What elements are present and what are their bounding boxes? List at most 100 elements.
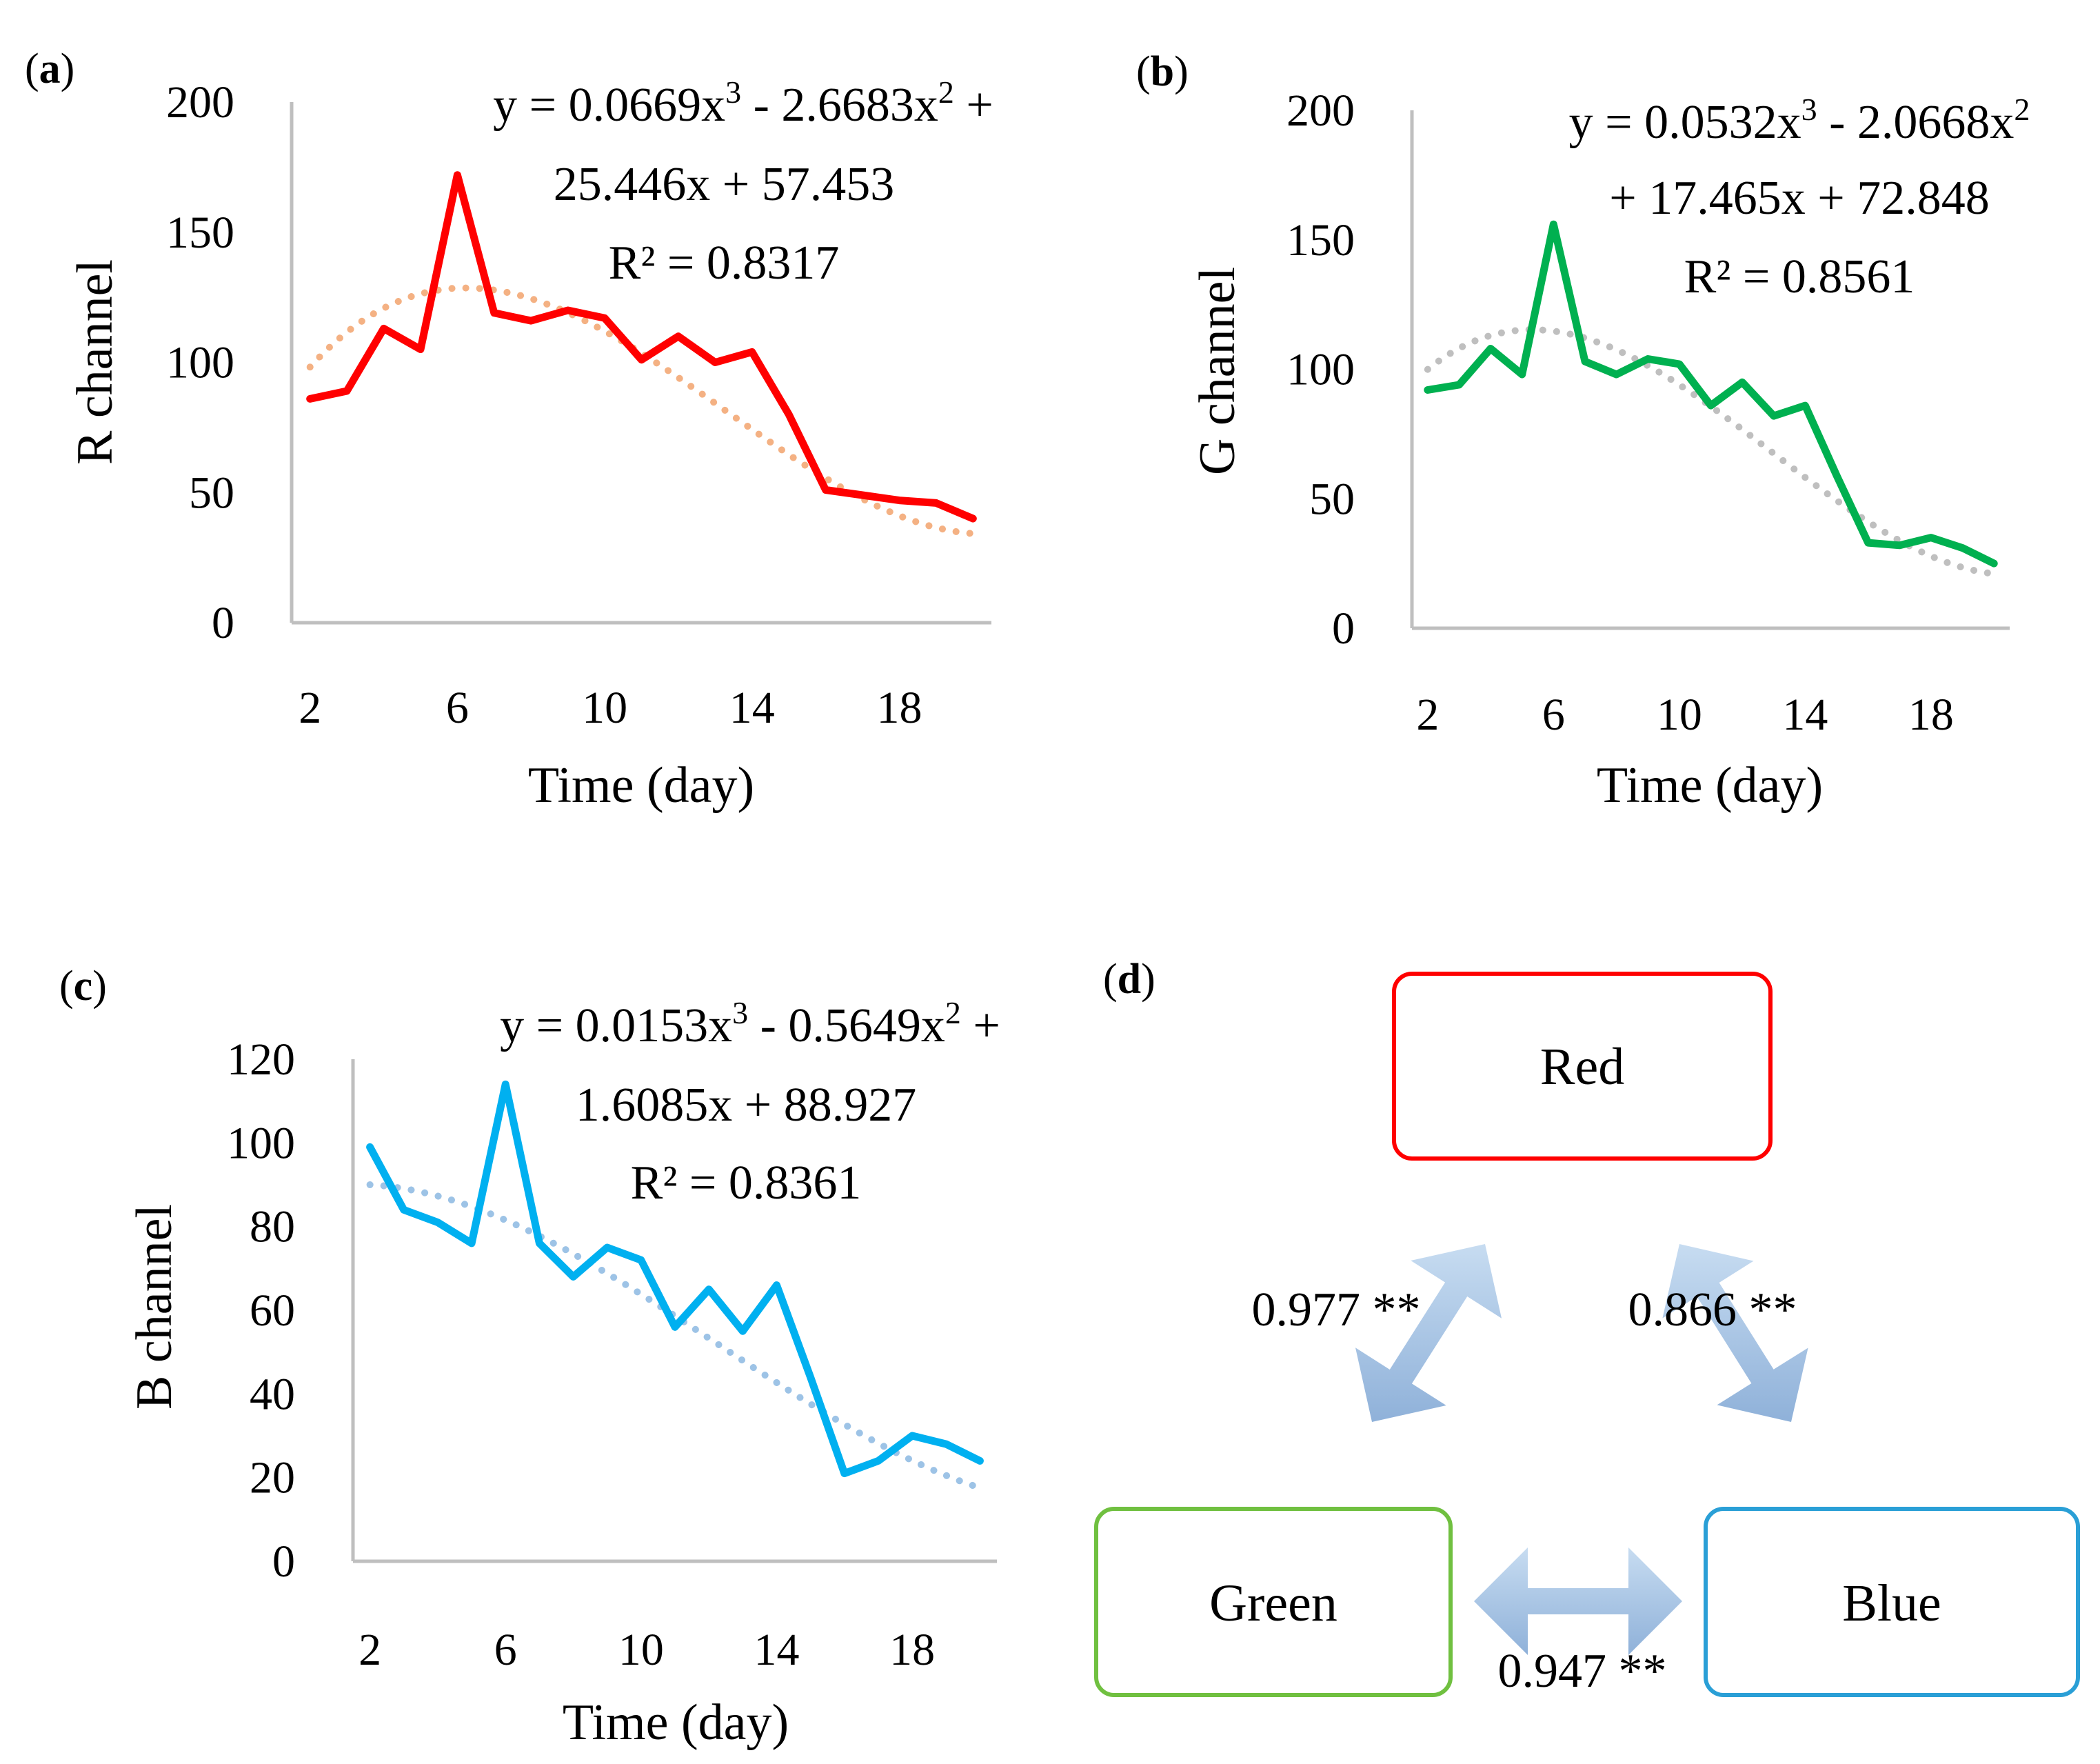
y-tick-c-0: 0 — [272, 1536, 295, 1587]
data-point-c-day-14 — [772, 1281, 780, 1290]
data-point-b-day-7 — [1581, 357, 1589, 365]
chart-panel-a: (a) 0 50 100 150 200 2 6 10 14 18 Time (day) R c… — [25, 46, 993, 814]
data-point-a-day-9 — [564, 306, 572, 314]
arrow-red-blue — [1662, 1244, 1808, 1422]
panel-label-a: (a) — [25, 46, 74, 92]
data-point-a-day-11 — [638, 356, 646, 364]
x-tick-b-2: 2 — [1416, 690, 1439, 740]
x-tick-c-6: 6 — [494, 1625, 517, 1675]
data-point-a-day-19 — [932, 499, 940, 507]
data-point-b-day-3 — [1455, 381, 1463, 389]
y-tick-c-80: 80 — [250, 1202, 295, 1252]
series-line-g-channel — [1424, 220, 1998, 568]
arrow-red-blue-shape — [1662, 1244, 1808, 1422]
data-point-a-day-13 — [711, 359, 719, 367]
data-point-b-day-18 — [1927, 534, 1935, 542]
data-point-c-day-3 — [400, 1205, 408, 1214]
x-tick-c-18: 18 — [889, 1625, 935, 1675]
panel-label-c-text: c — [74, 963, 93, 1010]
data-points-a — [306, 171, 978, 523]
x-tick-labels-c: 2 6 10 14 18 — [359, 1625, 935, 1675]
arrow-red-green-shape — [1355, 1244, 1502, 1422]
arrow-green-blue — [1474, 1547, 1682, 1655]
corr-value-red-blue: 0.866 ** — [1628, 1283, 1797, 1336]
x-tick-labels-b: 2 6 10 14 18 — [1416, 690, 1954, 740]
red-node-label: Red — [1540, 1038, 1624, 1096]
data-point-b-day-14 — [1801, 401, 1809, 410]
data-point-b-day-10 — [1675, 360, 1684, 368]
blue-node-label: Blue — [1842, 1574, 1941, 1632]
data-point-b-day-17 — [1895, 541, 1904, 550]
data-point-c-day-18 — [908, 1432, 916, 1440]
data-point-c-day-2 — [366, 1143, 374, 1151]
x-tick-a-2: 2 — [299, 683, 321, 733]
x-tick-b-14: 14 — [1782, 690, 1828, 740]
trendline-c — [366, 1181, 984, 1492]
data-point-c-day-7 — [535, 1239, 543, 1247]
x-tick-c-2: 2 — [359, 1625, 381, 1675]
panel-label-d: (d) — [1103, 956, 1155, 1003]
data-point-c-day-4 — [434, 1219, 442, 1227]
equation-line-2-b: + 17.465x + 72.848 — [1609, 172, 1989, 225]
data-point-a-day-18 — [895, 497, 903, 505]
data-point-b-day-19 — [1959, 544, 1967, 552]
data-point-b-day-4 — [1486, 344, 1495, 352]
panel-label-c: (c) — [59, 963, 107, 1010]
x-tick-b-10: 10 — [1657, 690, 1702, 740]
data-point-a-day-10 — [600, 314, 609, 322]
data-point-b-day-8 — [1613, 370, 1621, 379]
data-point-a-day-2 — [306, 394, 314, 403]
green-node-box — [1094, 1507, 1453, 1697]
x-tick-a-14: 14 — [729, 683, 775, 733]
blue-node-box — [1704, 1507, 2080, 1697]
x-tick-b-6: 6 — [1542, 690, 1565, 740]
y-tick-b-0: 0 — [1332, 603, 1355, 654]
data-point-a-day-12 — [674, 332, 683, 341]
equation-line-2-c: 1.6085x + 88.927 — [576, 1079, 916, 1132]
y-axis-title-c: B channel — [126, 1204, 183, 1410]
y-tick-labels-a: 0 50 100 150 200 — [166, 77, 234, 648]
equation-line-2-a: 25.446x + 57.453 — [554, 158, 894, 211]
equation-line-3-a: R² = 0.8317 — [609, 237, 840, 290]
correlation-panel-d: (d) Red Green Blue 0.977 ** 0.866 ** 0.9… — [1094, 956, 2080, 1698]
corr-value-green-blue: 0.947 ** — [1498, 1645, 1667, 1698]
y-tick-a-50: 50 — [189, 468, 234, 518]
data-point-c-day-8 — [569, 1272, 578, 1281]
arrow-green-blue-shape — [1474, 1547, 1682, 1655]
x-axis-title-b: Time (day) — [1597, 757, 1823, 814]
data-point-b-day-13 — [1770, 412, 1778, 420]
x-tick-c-14: 14 — [754, 1625, 799, 1675]
equation-line-1-c: y = 0.0153x3 - 0.5649x2 + — [500, 995, 1000, 1052]
panel-label-b: (b) — [1136, 48, 1189, 95]
y-tick-b-200: 200 — [1286, 86, 1355, 136]
x-axis-title-c: Time (day) — [563, 1694, 789, 1751]
x-tick-a-6: 6 — [446, 683, 469, 733]
data-point-b-day-9 — [1644, 354, 1652, 363]
y-tick-c-60: 60 — [250, 1285, 295, 1336]
data-point-b-day-5 — [1518, 370, 1526, 379]
equation-line-3-c: R² = 0.8361 — [631, 1156, 862, 1210]
data-point-b-day-16 — [1864, 539, 1872, 547]
data-point-c-day-6 — [501, 1080, 509, 1088]
y-tick-b-150: 150 — [1286, 215, 1355, 265]
data-point-c-day-15 — [807, 1373, 815, 1381]
data-point-c-day-19 — [942, 1440, 950, 1448]
series-line-b-channel — [366, 1080, 984, 1478]
data-point-a-day-8 — [527, 317, 535, 325]
x-tick-a-10: 10 — [582, 683, 627, 733]
data-point-c-day-5 — [467, 1239, 476, 1247]
y-tick-a-0: 0 — [212, 598, 234, 648]
series-line-r-channel — [306, 171, 977, 523]
data-point-b-day-6 — [1549, 220, 1557, 228]
panel-label-d-text: d — [1118, 956, 1141, 1003]
chart-panel-b: (b) 0 50 100 150 200 2 6 10 14 18 Time (day) G c… — [1136, 48, 2030, 814]
red-node-box — [1392, 972, 1773, 1161]
x-tick-a-18: 18 — [876, 683, 922, 733]
y-axis-title-a: R channel — [67, 259, 123, 465]
x-tick-b-18: 18 — [1908, 690, 1954, 740]
data-point-b-day-15 — [1833, 471, 1841, 479]
data-point-a-day-14 — [748, 348, 756, 356]
y-tick-a-200: 200 — [166, 77, 234, 128]
